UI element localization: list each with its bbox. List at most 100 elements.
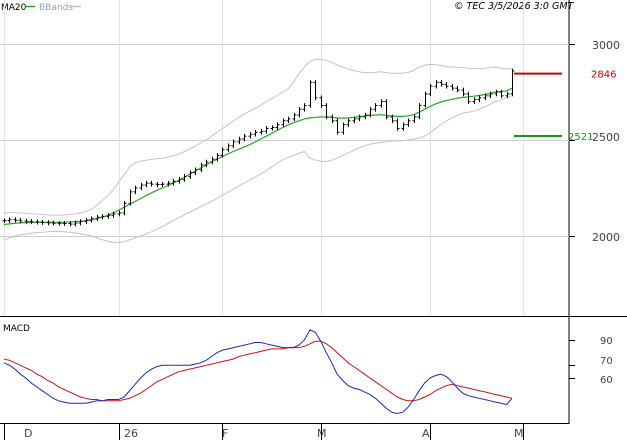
price-bar (270, 125, 275, 131)
price-bar (253, 130, 258, 137)
price-bar (111, 211, 116, 218)
price-y-ticks: 3000 2500 2000 (592, 39, 620, 244)
bbands-legend-label: BBands (39, 3, 73, 13)
x-tick-label-a: A (422, 427, 430, 440)
price-bar (210, 156, 215, 165)
price-bar (84, 217, 89, 224)
macd-signal-polyline (3, 340, 513, 402)
price-bar (259, 129, 264, 135)
price-bar (46, 220, 51, 226)
price-bar (297, 106, 302, 118)
price-bar (379, 99, 384, 108)
price-bar (51, 220, 56, 226)
macd-tick-label-70: 70 (600, 356, 613, 367)
price-bar (226, 143, 231, 152)
price-bar (166, 180, 171, 187)
price-bar (242, 133, 247, 142)
price-bar (139, 182, 144, 191)
price-bar (439, 80, 444, 87)
price-bar (188, 170, 193, 179)
price-bar (40, 219, 45, 225)
price-bar (390, 114, 395, 124)
price-bar (215, 153, 220, 162)
price-bars (2, 68, 515, 227)
price-bar (341, 122, 346, 135)
price-bar (281, 118, 286, 127)
price-bar (450, 83, 455, 91)
price-tick-label-3000: 3000 (592, 39, 620, 52)
price-bar (264, 126, 269, 134)
x-tick-label-f: F (222, 427, 228, 440)
price-bar (193, 167, 198, 175)
price-bar (395, 118, 400, 131)
price-bar (363, 112, 368, 120)
price-bar (199, 162, 204, 173)
price-bar (505, 91, 510, 99)
x-tick-label-m2: M (514, 427, 524, 440)
price-bar (417, 103, 422, 120)
price-bar (73, 220, 78, 227)
macd-tick-label-90: 90 (600, 336, 613, 347)
gridlines (0, 0, 575, 379)
price-bar (62, 221, 67, 226)
price-bar (35, 219, 40, 225)
x-axis-labels: D 26 F M A M (24, 427, 524, 440)
macd-lines (3, 329, 513, 415)
price-bar (472, 97, 477, 104)
bbands-lower-line (3, 95, 513, 244)
price-bar (231, 139, 236, 149)
chart-legend: MA20 BBands © TEC 3/5/2026 3:0 GMT (1, 1, 575, 13)
price-bar (373, 103, 378, 112)
price-bar (292, 112, 297, 122)
resistance-label: 2846 (591, 70, 616, 81)
price-bar (144, 180, 149, 188)
x-tick-label-d: D (24, 427, 32, 440)
price-bar (68, 221, 73, 227)
price-bar (499, 89, 504, 99)
price-bar (352, 116, 357, 124)
price-bar (335, 118, 340, 135)
price-bar (133, 185, 138, 195)
price-bar (488, 91, 493, 99)
price-bar (494, 89, 499, 97)
price-bar (483, 93, 488, 101)
price-bar (324, 103, 329, 120)
price-bar (106, 212, 111, 219)
price-bar (444, 82, 449, 89)
price-bar (18, 217, 23, 224)
price-bar (24, 218, 29, 224)
price-bar (95, 214, 100, 222)
price-bar (510, 68, 515, 97)
price-bar (160, 181, 165, 187)
price-bar (248, 131, 253, 139)
price-bar (155, 181, 160, 187)
price-levels: 2846 2521 (514, 70, 616, 143)
price-bar (149, 180, 154, 187)
price-tick-label-2000: 2000 (592, 231, 620, 244)
macd-panel-label: MACD (3, 324, 30, 334)
price-bar (357, 114, 362, 122)
ma20-line (3, 87, 513, 226)
price-bar (100, 214, 105, 220)
price-bar (2, 218, 7, 223)
price-bar (182, 174, 187, 182)
x-axis-ticks (4, 424, 524, 440)
price-bar (466, 91, 471, 104)
ma20-polyline (3, 87, 513, 226)
x-tick-label-26: 26 (124, 427, 138, 440)
price-bar (401, 122, 406, 131)
price-bar (455, 85, 460, 93)
price-bar (330, 114, 335, 124)
price-bar (423, 91, 428, 108)
price-bar (29, 219, 34, 225)
price-bar (313, 80, 318, 101)
price-bar (286, 116, 291, 124)
price-bar (128, 189, 133, 206)
price-bar (319, 95, 324, 108)
price-bar (204, 159, 209, 168)
price-bar (461, 87, 466, 97)
source-timestamp: © TEC 3/5/2026 3:0 GMT (454, 1, 575, 12)
price-bar (237, 136, 242, 145)
price-bar (122, 201, 127, 216)
